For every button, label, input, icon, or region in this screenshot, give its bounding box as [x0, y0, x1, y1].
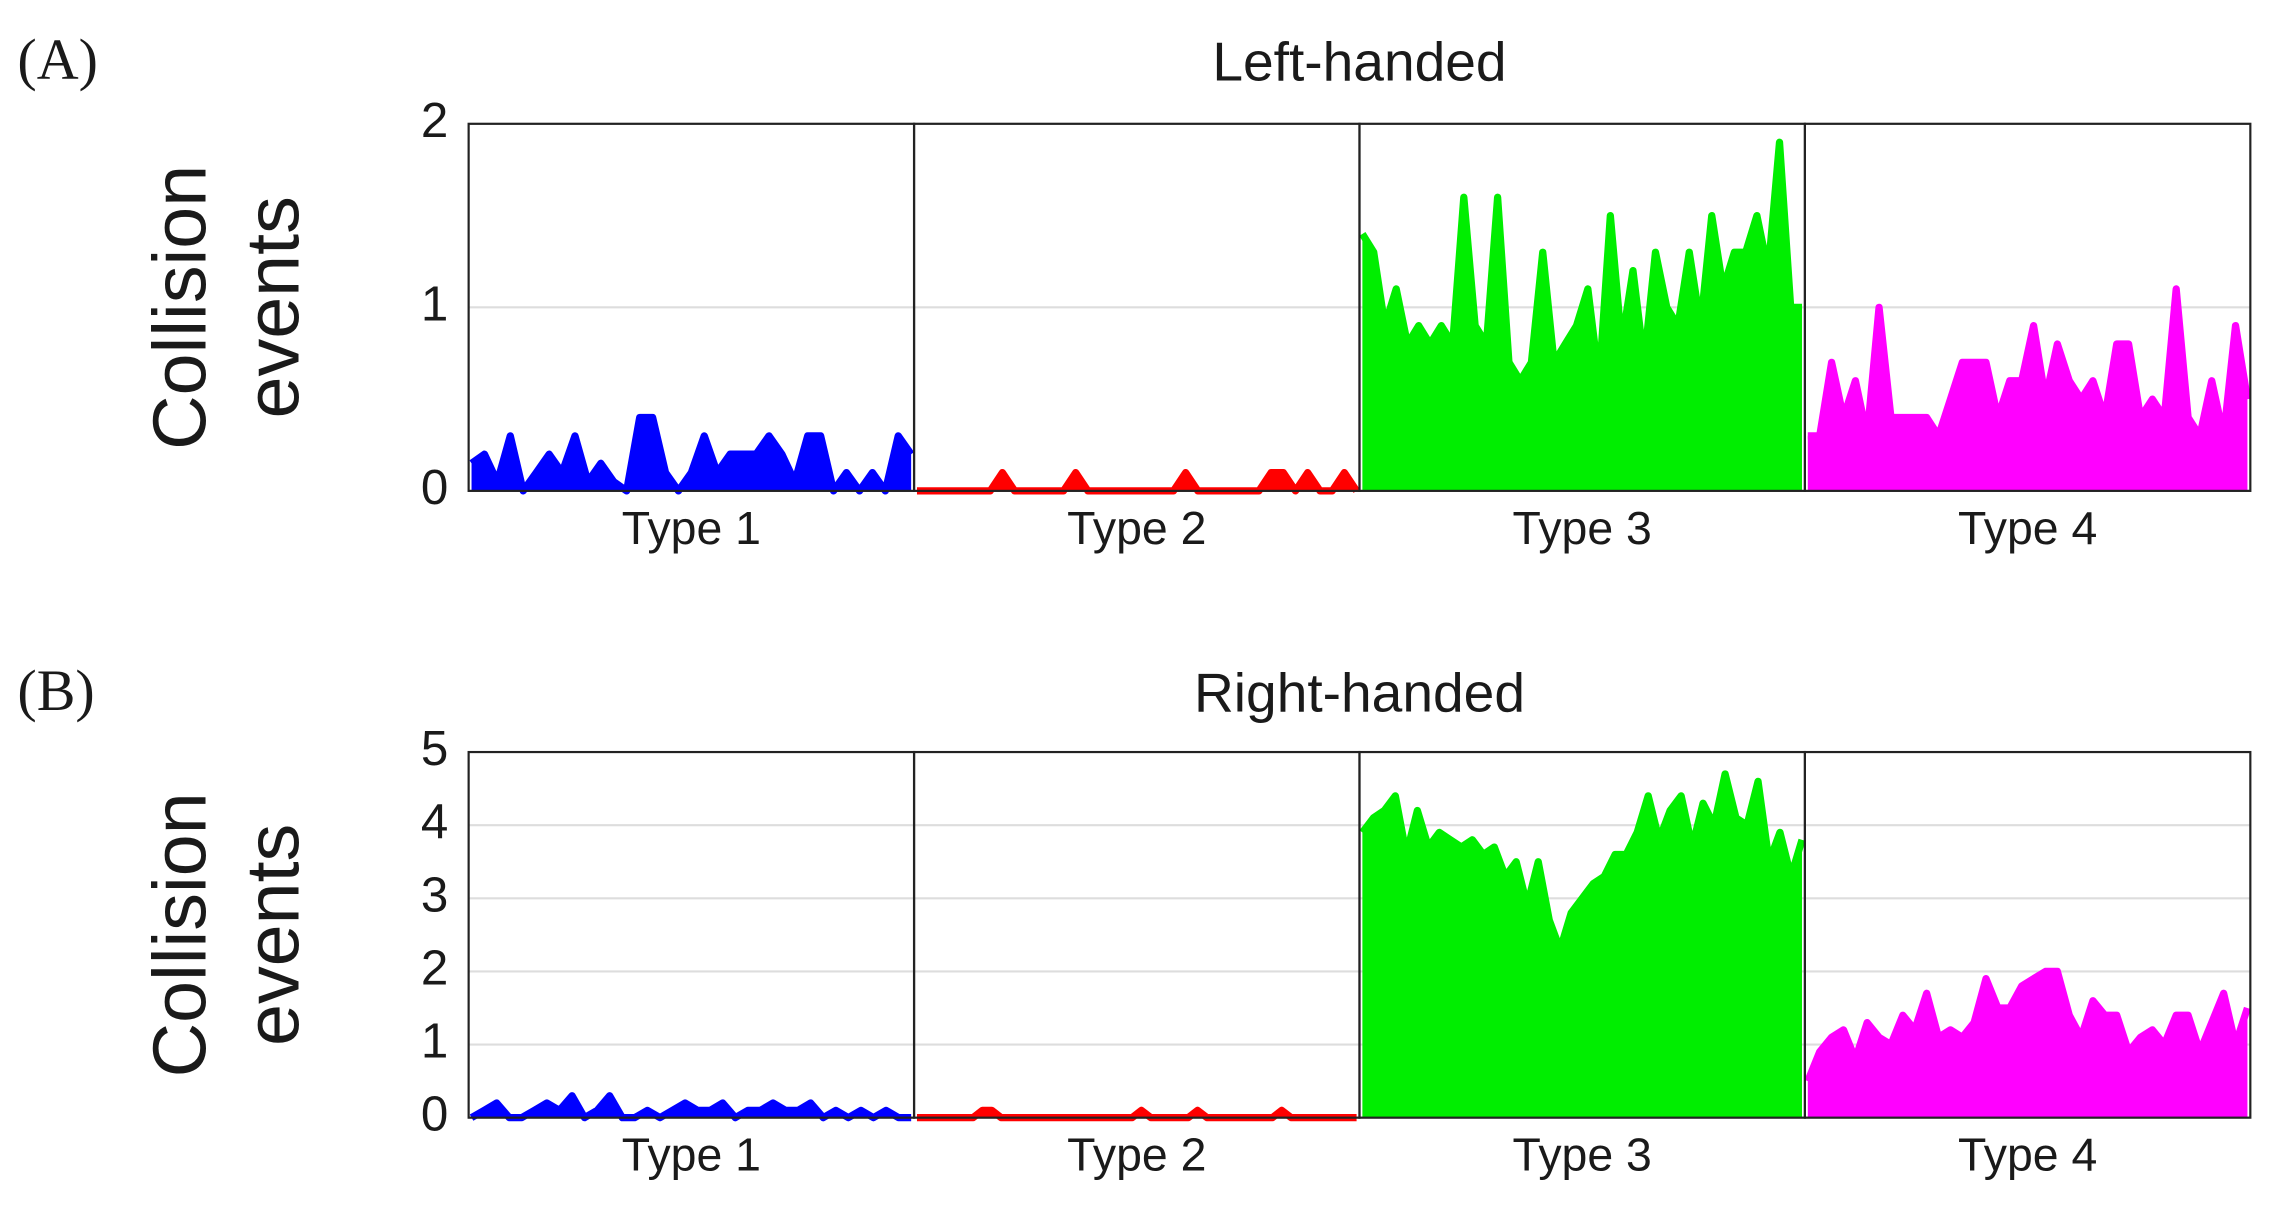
x-panel-label: Type 2 — [1067, 502, 1206, 554]
x-panel-label: Type 1 — [622, 1129, 761, 1181]
area-line — [469, 413, 915, 495]
area-fill — [471, 417, 912, 491]
panel-label: (B) — [17, 658, 94, 723]
y-tick-label: 4 — [421, 794, 448, 849]
area-line — [469, 1092, 912, 1122]
y-tick-label: 1 — [421, 276, 448, 331]
panel-label: (A) — [17, 27, 98, 92]
panel-frame — [1803, 122, 2252, 492]
x-panel-label: Type 1 — [622, 502, 761, 554]
x-panel-label: Type 3 — [1513, 1129, 1652, 1181]
x-panel-label: Type 3 — [1513, 502, 1652, 554]
area-line — [1359, 138, 1803, 385]
y-axis-label: Collision — [138, 165, 222, 450]
x-panel-label: Type 4 — [1958, 502, 2097, 554]
y-axis-label: events — [230, 196, 314, 418]
area-line — [916, 468, 1360, 495]
y-tick-label: 2 — [421, 940, 448, 995]
y-tick-label: 5 — [421, 721, 448, 776]
area-fill — [1362, 773, 1803, 1118]
chart-title: Right-handed — [1194, 661, 1525, 723]
x-panel-label: Type 4 — [1958, 1129, 2097, 1181]
x-panel-label: Type 2 — [1067, 1129, 1206, 1181]
area-line — [1807, 285, 2252, 440]
panel-frame — [467, 750, 916, 1119]
panel-frame — [1803, 750, 2252, 1119]
y-axis-label: events — [230, 824, 314, 1046]
y-tick-label: 3 — [421, 867, 448, 922]
area-line — [1359, 770, 1806, 954]
y-tick-label: 1 — [421, 1014, 448, 1069]
area-fill — [1807, 971, 2248, 1118]
y-tick-label: 0 — [421, 1087, 448, 1142]
area-line — [916, 1106, 1357, 1122]
chart-title: Left-handed — [1212, 30, 1506, 92]
panel-frame — [912, 750, 1361, 1119]
y-tick-label: 2 — [421, 93, 448, 148]
y-axis-label: Collision — [138, 792, 222, 1077]
area-line — [1804, 967, 2251, 1083]
area-fill — [1807, 288, 2248, 491]
y-tick-label: 0 — [421, 460, 448, 515]
